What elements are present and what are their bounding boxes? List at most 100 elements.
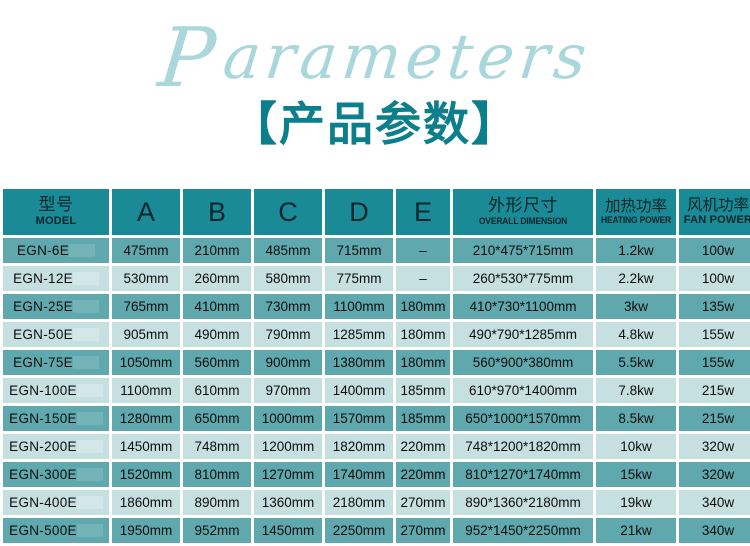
column-header-a: A bbox=[112, 189, 180, 235]
column-header-heating-power-en: HEATING POWER bbox=[600, 215, 672, 226]
cell-fan-power: 215w bbox=[679, 406, 750, 431]
cell-b: 560mm bbox=[183, 350, 251, 375]
cell-a: 765mm bbox=[112, 294, 180, 319]
cell-overall-dimension: 260*530*775mm bbox=[453, 266, 593, 291]
cell-heating-power: 21kw bbox=[596, 518, 676, 543]
cell-overall-dimension: 210*475*715mm bbox=[453, 238, 593, 263]
table-row: EGN-300E 1520mm 810mm 1270mm 1740mm 220mm 810*… bbox=[3, 462, 750, 487]
column-header-d: D bbox=[325, 189, 393, 235]
cell-model: EGN-25E bbox=[3, 294, 109, 319]
cell-c: 1270mm bbox=[254, 462, 322, 487]
page-title-script-rest: arameters bbox=[219, 20, 595, 93]
cell-d: 2250mm bbox=[325, 518, 393, 543]
column-header-fan-power: 风机功率 FAN POWER bbox=[679, 189, 750, 235]
cell-d: 1400mm bbox=[325, 378, 393, 403]
cell-a: 530mm bbox=[112, 266, 180, 291]
cell-model-highlight bbox=[76, 412, 103, 425]
cell-overall-dimension: 810*1270*1740mm bbox=[453, 462, 593, 487]
cell-model: EGN-500E bbox=[3, 518, 109, 543]
page-title-script: Parameters bbox=[0, 11, 750, 106]
cell-fan-power: 320w bbox=[679, 434, 750, 459]
header-row: 型号 MODEL A B C D E 外形尺 bbox=[3, 189, 750, 235]
cell-overall-dimension: 560*900*380mm bbox=[453, 350, 593, 375]
column-header-c-letter: C bbox=[278, 196, 298, 227]
cell-a: 1280mm bbox=[112, 406, 180, 431]
cell-heating-power: 1.2kw bbox=[596, 238, 676, 263]
table-row: EGN-12E 530mm 260mm 580mm 775mm –260*530*775m… bbox=[3, 266, 750, 291]
cell-b: 210mm bbox=[183, 238, 251, 263]
cell-c: 485mm bbox=[254, 238, 322, 263]
cell-model-highlight bbox=[76, 440, 103, 453]
cell-model-highlight bbox=[72, 328, 99, 341]
column-header-heating-power-cn: 加热功率 bbox=[604, 197, 667, 216]
cell-a: 1860mm bbox=[112, 490, 180, 515]
cell-e: 270mm bbox=[396, 490, 450, 515]
column-header-b-letter: B bbox=[207, 196, 226, 227]
table-row: EGN-400E 1860mm 890mm 1360mm 2180mm 270mm 890*… bbox=[3, 490, 750, 515]
cell-e: 180mm bbox=[396, 294, 450, 319]
cell-c: 1200mm bbox=[254, 434, 322, 459]
column-header-overall-dimension-en: OVERALL DIMENSION bbox=[478, 215, 568, 226]
cell-model: EGN-75E bbox=[3, 350, 109, 375]
cell-d: 1285mm bbox=[325, 322, 393, 347]
cell-heating-power: 5.5kw bbox=[596, 350, 676, 375]
cell-model-text: EGN-200E bbox=[9, 439, 77, 454]
cell-a: 1450mm bbox=[112, 434, 180, 459]
cell-overall-dimension: 650*1000*1570mm bbox=[453, 406, 593, 431]
cell-model-highlight bbox=[72, 272, 99, 285]
cell-b: 748mm bbox=[183, 434, 251, 459]
table-row: EGN-150E 1280mm 650mm 1000mm 1570mm 185mm 650*… bbox=[3, 406, 750, 431]
cell-model-text: EGN-75E bbox=[13, 355, 73, 370]
table-row: EGN-200E 1450mm 748mm 1200mm 1820mm 220mm 748*… bbox=[3, 434, 750, 459]
cell-fan-power: 100w bbox=[679, 238, 750, 263]
cell-c: 1000mm bbox=[254, 406, 322, 431]
cell-model-text: EGN-500E bbox=[9, 523, 77, 538]
table-row: EGN-6E 475mm 210mm 485mm 715mm –210*475*715mm… bbox=[3, 238, 750, 263]
cell-overall-dimension: 410*730*1100mm bbox=[453, 294, 593, 319]
cell-heating-power: 19kw bbox=[596, 490, 676, 515]
cell-model-highlight bbox=[76, 468, 103, 481]
cell-c: 1360mm bbox=[254, 490, 322, 515]
cell-fan-power: 340w bbox=[679, 490, 750, 515]
cell-model-highlight bbox=[76, 496, 103, 509]
cell-fan-power: 135w bbox=[679, 294, 750, 319]
cell-a: 1100mm bbox=[112, 378, 180, 403]
cell-heating-power: 8.5kw bbox=[596, 406, 676, 431]
cell-model: EGN-400E bbox=[3, 490, 109, 515]
cell-b: 410mm bbox=[183, 294, 251, 319]
cell-overall-dimension: 952*1450*2250mm bbox=[453, 518, 593, 543]
cell-b: 890mm bbox=[183, 490, 251, 515]
column-header-overall-dimension: 外形尺寸 OVERALL DIMENSION bbox=[453, 189, 593, 235]
cell-d: 1570mm bbox=[325, 406, 393, 431]
cell-a: 1520mm bbox=[112, 462, 180, 487]
cell-b: 810mm bbox=[183, 462, 251, 487]
column-header-e-letter: E bbox=[413, 196, 432, 227]
cell-d: 715mm bbox=[325, 238, 393, 263]
cell-model: EGN-200E bbox=[3, 434, 109, 459]
page-title-chinese: 【产品参数】 bbox=[231, 97, 519, 151]
column-header-b: B bbox=[183, 189, 251, 235]
table-row: EGN-100E 1100mm 610mm 970mm 1400mm 185mm 610*9… bbox=[3, 378, 750, 403]
specification-table: 型号 MODEL A B C D E 外形尺 bbox=[0, 186, 750, 546]
specification-table-wrapper: 型号 MODEL A B C D E 外形尺 bbox=[0, 186, 750, 546]
cell-fan-power: 155w bbox=[679, 350, 750, 375]
cell-model-text: EGN-150E bbox=[9, 411, 77, 426]
column-header-c: C bbox=[254, 189, 322, 235]
cell-e: – bbox=[396, 266, 450, 291]
column-header-overall-dimension-cn: 外形尺寸 bbox=[488, 196, 558, 217]
cell-fan-power: 320w bbox=[679, 462, 750, 487]
cell-b: 490mm bbox=[183, 322, 251, 347]
cell-b: 650mm bbox=[183, 406, 251, 431]
table-row: EGN-50E 905mm 490mm 790mm 1285mm 180mm 490*790… bbox=[3, 322, 750, 347]
cell-heating-power: 2.2kw bbox=[596, 266, 676, 291]
cell-heating-power: 3kw bbox=[596, 294, 676, 319]
cell-heating-power: 10kw bbox=[596, 434, 676, 459]
column-header-heating-power: 加热功率 HEATING POWER bbox=[596, 189, 676, 235]
cell-e: 180mm bbox=[396, 322, 450, 347]
cell-model-text: EGN-25E bbox=[13, 299, 73, 314]
cell-heating-power: 7.8kw bbox=[596, 378, 676, 403]
column-header-fan-power-en: FAN POWER bbox=[683, 213, 750, 226]
cell-overall-dimension: 890*1360*2180mm bbox=[453, 490, 593, 515]
cell-a: 1950mm bbox=[112, 518, 180, 543]
cell-b: 610mm bbox=[183, 378, 251, 403]
